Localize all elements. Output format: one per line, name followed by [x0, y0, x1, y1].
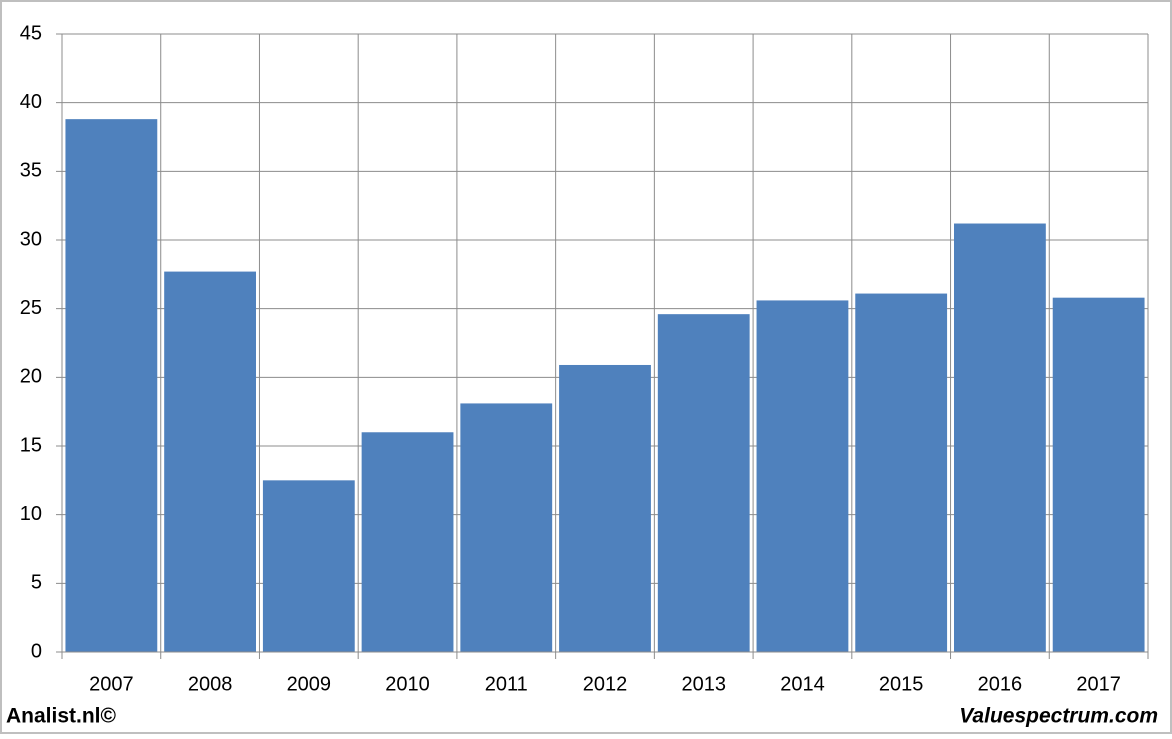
bar	[954, 223, 1046, 652]
x-tick-label: 2016	[978, 673, 1023, 695]
x-tick-label: 2014	[780, 673, 825, 695]
y-tick-label: 45	[20, 22, 42, 44]
x-tick-label: 2011	[485, 673, 528, 695]
source-right: Valuespectrum.com	[959, 705, 1158, 728]
y-tick-label: 40	[20, 91, 42, 113]
y-tick-label: 20	[20, 366, 42, 388]
bar	[164, 271, 256, 652]
bar	[559, 364, 651, 652]
y-tick-label: 15	[20, 434, 42, 456]
bar	[657, 314, 750, 652]
x-tick-label: 2015	[879, 673, 924, 695]
bar	[262, 480, 355, 652]
bar	[65, 119, 158, 652]
x-tick-label: 2010	[385, 673, 430, 695]
x-tick-label: 2008	[188, 673, 233, 695]
y-tick-label: 30	[20, 228, 42, 250]
y-tick-label: 25	[20, 297, 42, 319]
x-tick-label: 2007	[89, 673, 134, 695]
y-tick-label: 5	[31, 572, 42, 594]
source-left: Analist.nl©	[6, 705, 117, 728]
x-tick-label: 2012	[583, 673, 628, 695]
bar	[361, 432, 454, 652]
bar	[460, 403, 553, 652]
x-tick-label: 2009	[287, 673, 332, 695]
y-tick-label: 0	[31, 640, 42, 662]
bar	[1052, 297, 1145, 652]
bar	[756, 300, 849, 652]
y-tick-label: 35	[20, 160, 42, 182]
y-tick-label: 10	[20, 503, 42, 525]
x-tick-label: 2013	[681, 673, 726, 695]
x-tick-label: 2017	[1076, 673, 1121, 695]
bar	[855, 293, 948, 652]
